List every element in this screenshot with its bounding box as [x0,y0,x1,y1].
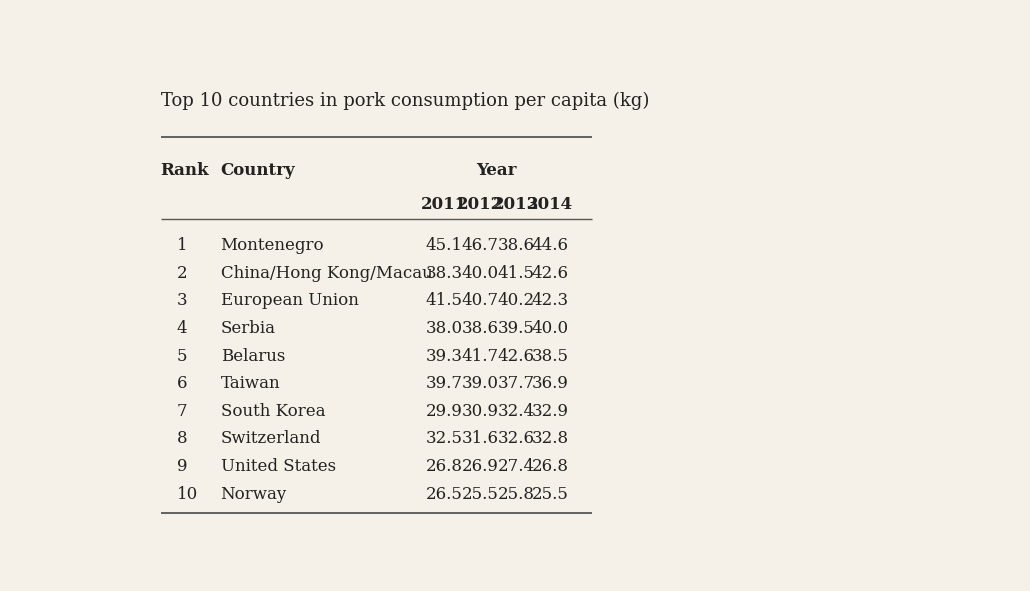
Text: 30.9: 30.9 [461,402,499,420]
Text: 31.6: 31.6 [461,430,499,447]
Text: 2013: 2013 [492,196,539,213]
Text: 1: 1 [177,237,187,254]
Text: Switzerland: Switzerland [220,430,321,447]
Text: Taiwan: Taiwan [220,375,280,392]
Text: 6: 6 [177,375,187,392]
Text: 26.5: 26.5 [425,486,462,502]
Text: 29.9: 29.9 [425,402,462,420]
Text: 38.6: 38.6 [497,237,535,254]
Text: Top 10 countries in pork consumption per capita (kg): Top 10 countries in pork consumption per… [161,92,649,110]
Text: Rank: Rank [161,162,209,179]
Text: 32.9: 32.9 [531,402,569,420]
Text: 26.8: 26.8 [425,458,462,475]
Text: Country: Country [220,162,296,179]
Text: 8: 8 [177,430,187,447]
Text: 38.3: 38.3 [425,265,462,282]
Text: 40.0: 40.0 [461,265,499,282]
Text: Serbia: Serbia [220,320,276,337]
Text: 26.9: 26.9 [461,458,499,475]
Text: 39.5: 39.5 [497,320,535,337]
Text: 38.6: 38.6 [461,320,499,337]
Text: 36.9: 36.9 [531,375,569,392]
Text: 40.2: 40.2 [497,293,535,309]
Text: 2012: 2012 [457,196,503,213]
Text: 42.6: 42.6 [497,348,535,365]
Text: 9: 9 [177,458,187,475]
Text: 32.5: 32.5 [425,430,462,447]
Text: 25.5: 25.5 [461,486,499,502]
Text: 5: 5 [177,348,187,365]
Text: 45.1: 45.1 [425,237,462,254]
Text: 39.7: 39.7 [425,375,462,392]
Text: 41.5: 41.5 [497,265,535,282]
Text: South Korea: South Korea [220,402,325,420]
Text: 25.5: 25.5 [531,486,569,502]
Text: Belarus: Belarus [220,348,285,365]
Text: 4: 4 [177,320,187,337]
Text: 39.0: 39.0 [461,375,499,392]
Text: 32.8: 32.8 [531,430,569,447]
Text: Norway: Norway [220,486,286,502]
Text: European Union: European Union [220,293,358,309]
Text: 26.8: 26.8 [531,458,569,475]
Text: 3: 3 [177,293,187,309]
Text: United States: United States [220,458,336,475]
Text: 39.3: 39.3 [425,348,462,365]
Text: 40.7: 40.7 [461,293,499,309]
Text: 38.0: 38.0 [425,320,462,337]
Text: 42.6: 42.6 [531,265,569,282]
Text: 37.7: 37.7 [497,375,535,392]
Text: China/Hong Kong/Macau: China/Hong Kong/Macau [220,265,433,282]
Text: 40.0: 40.0 [531,320,569,337]
Text: 41.5: 41.5 [425,293,462,309]
Text: 2: 2 [177,265,187,282]
Text: Year: Year [476,162,516,179]
Text: Montenegro: Montenegro [220,237,324,254]
Text: 32.6: 32.6 [497,430,535,447]
Text: 42.3: 42.3 [531,293,569,309]
Text: 7: 7 [177,402,187,420]
Text: 25.8: 25.8 [497,486,535,502]
Text: 32.4: 32.4 [497,402,535,420]
Text: 27.4: 27.4 [497,458,535,475]
Text: 2014: 2014 [527,196,574,213]
Text: 41.7: 41.7 [461,348,499,365]
Text: 46.7: 46.7 [461,237,499,254]
Text: 10: 10 [177,486,198,502]
Text: 44.6: 44.6 [531,237,569,254]
Text: 2011: 2011 [421,196,468,213]
Text: 38.5: 38.5 [531,348,569,365]
